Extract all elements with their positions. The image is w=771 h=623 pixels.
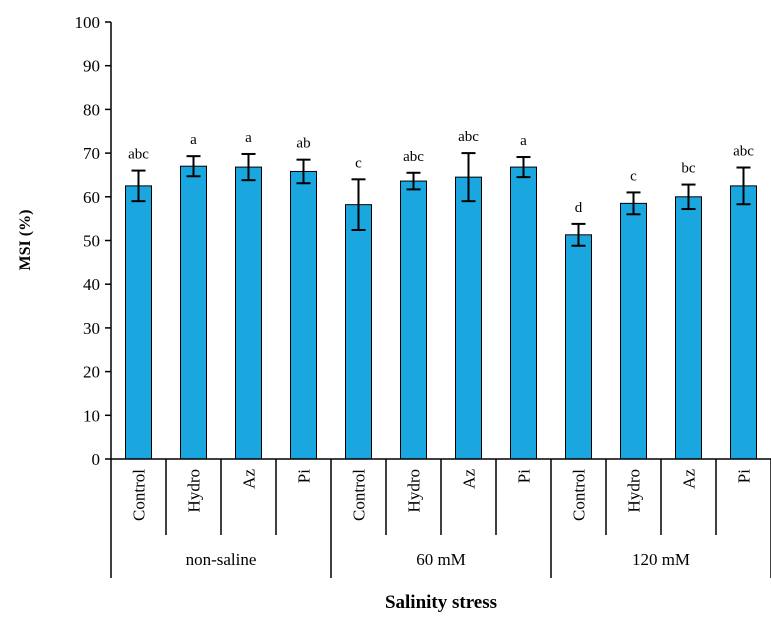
y-tick-label: 60 bbox=[83, 188, 100, 207]
bar bbox=[510, 166, 537, 460]
significance-letter: abc bbox=[403, 149, 424, 165]
category-label: Hydro bbox=[185, 469, 204, 512]
y-tick-label: 80 bbox=[83, 100, 100, 119]
group-label: 120 mM bbox=[632, 550, 690, 569]
y-tick-label: 100 bbox=[75, 13, 101, 32]
bar bbox=[125, 185, 152, 460]
group-label: non-saline bbox=[186, 550, 257, 569]
y-tick-label: 20 bbox=[83, 363, 100, 382]
x-axis: Control Hydro Az Pi non-saline Control Hydro Az… bbox=[110, 458, 771, 578]
category-label: Az bbox=[460, 469, 479, 489]
significance-letter: ab bbox=[296, 136, 310, 152]
category-label: Control bbox=[350, 469, 369, 521]
y-axis-label: MSI (%) bbox=[17, 210, 34, 271]
category-label: Pi bbox=[735, 469, 754, 483]
significance-letter: bc bbox=[681, 161, 696, 177]
category-label: Hydro bbox=[405, 469, 424, 512]
category-label: Az bbox=[240, 469, 259, 489]
y-axis: 0 10 20 30 40 50 60 70 80 90 100 bbox=[75, 13, 112, 469]
y-tick-label: 10 bbox=[83, 406, 100, 425]
category-label: Pi bbox=[515, 469, 534, 483]
y-tick-label: 90 bbox=[83, 57, 100, 76]
bar bbox=[235, 166, 262, 460]
y-tick-label: 30 bbox=[83, 319, 100, 338]
bar bbox=[730, 185, 757, 460]
significance-letter: c bbox=[355, 155, 362, 171]
category-label: Control bbox=[570, 469, 589, 521]
bar bbox=[345, 204, 372, 460]
category-label: Control bbox=[130, 469, 149, 521]
category-label: Pi bbox=[295, 469, 314, 483]
significance-letter: abc bbox=[733, 144, 754, 160]
bar bbox=[400, 180, 427, 460]
bar bbox=[565, 234, 592, 460]
significance-letter: d bbox=[575, 200, 583, 216]
significance-letter: a bbox=[190, 132, 197, 148]
bar bbox=[455, 176, 482, 460]
significance-letter: abc bbox=[458, 129, 479, 145]
significance-letter: abc bbox=[128, 147, 149, 163]
bar bbox=[675, 196, 702, 460]
y-tick-label: 50 bbox=[83, 232, 100, 251]
category-label: Hydro bbox=[625, 469, 644, 512]
y-tick-label: 0 bbox=[92, 450, 101, 469]
x-axis-label: Salinity stress bbox=[385, 592, 497, 613]
significance-letter: a bbox=[245, 130, 252, 146]
significance-letter: a bbox=[520, 133, 527, 149]
y-tick-label: 40 bbox=[83, 275, 100, 294]
category-label: Az bbox=[680, 469, 699, 489]
group-label: 60 mM bbox=[416, 550, 466, 569]
significance-letter: c bbox=[630, 168, 637, 184]
bar bbox=[620, 202, 647, 460]
bar bbox=[290, 170, 317, 460]
y-tick-label: 70 bbox=[83, 144, 100, 163]
bar bbox=[180, 165, 207, 460]
